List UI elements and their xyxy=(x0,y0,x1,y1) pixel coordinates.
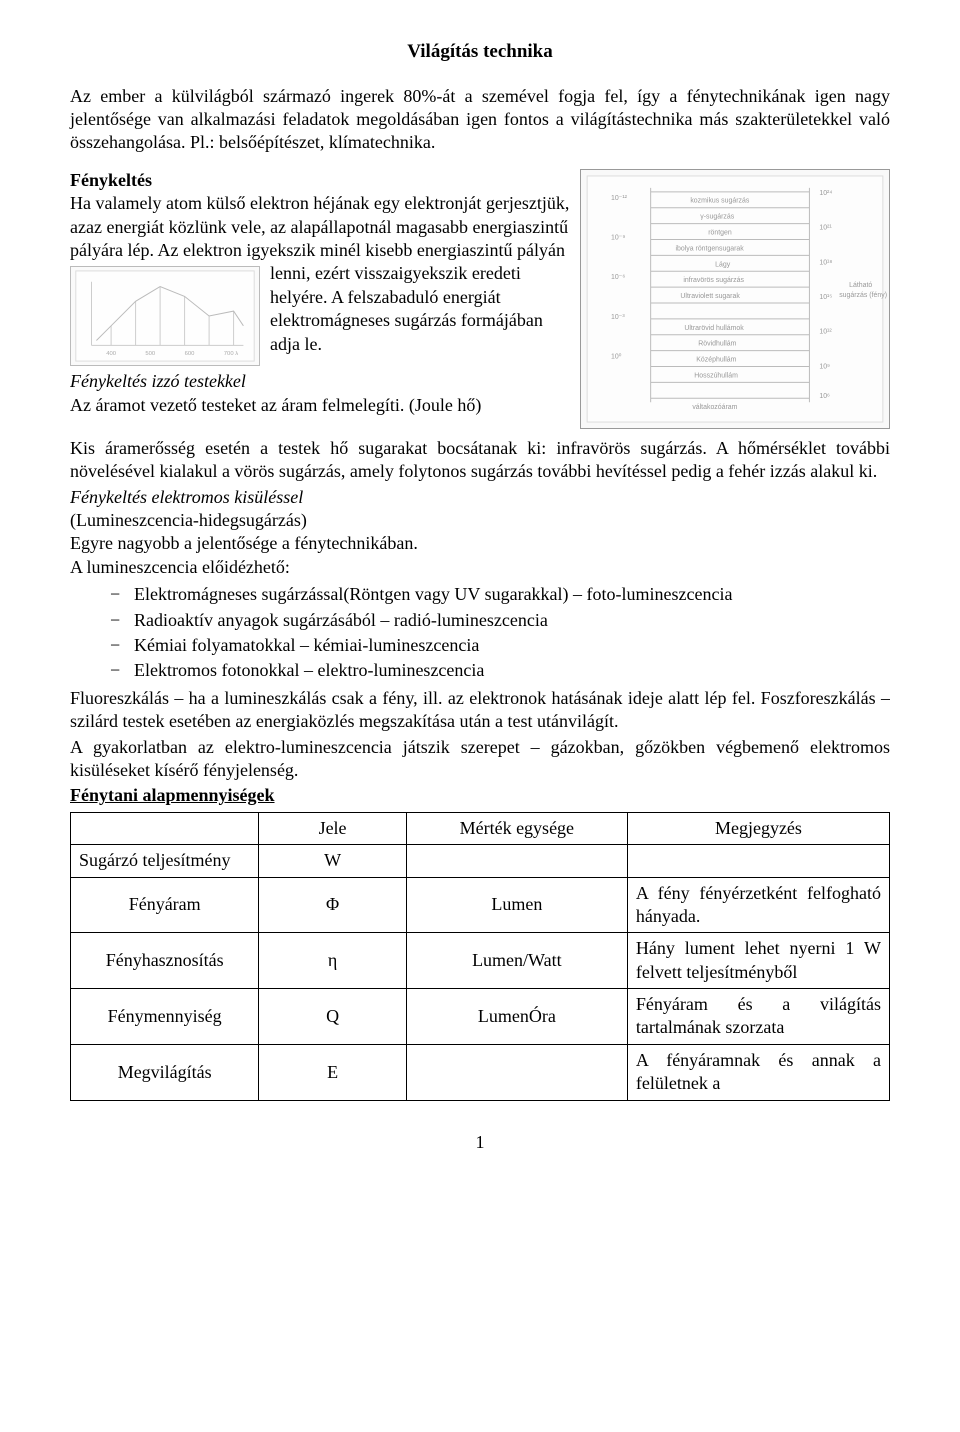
table-cell: Mérték egysége xyxy=(406,812,627,844)
list-item: Kémiai folyamatokkal – kémiai-lumineszce… xyxy=(110,634,890,657)
table-cell: Lumen/Watt xyxy=(406,933,627,989)
svg-text:700 λ: 700 λ xyxy=(224,352,238,358)
table-cell: Φ xyxy=(259,877,406,933)
svg-text:kozmikus sugárzás: kozmikus sugárzás xyxy=(690,198,750,205)
table-cell xyxy=(406,845,627,877)
table-cell: Lumen xyxy=(406,877,627,933)
svg-text:Rövidhullám: Rövidhullám xyxy=(698,340,736,347)
svg-text:10²⁴: 10²⁴ xyxy=(819,190,832,197)
table-row: Fényáram Φ Lumen A fény fényérzetként fe… xyxy=(71,877,890,933)
table-cell xyxy=(406,1044,627,1100)
table-cell: Hány lument lehet nyerni 1 W felvett tel… xyxy=(627,933,889,989)
table-cell: LumenÓra xyxy=(406,989,627,1045)
table-cell: Sugárzó teljesítmény xyxy=(71,845,259,877)
table-cell: η xyxy=(259,933,406,989)
svg-text:Lágy: Lágy xyxy=(715,261,731,268)
svg-text:sugárzás (fény): sugárzás (fény) xyxy=(839,292,887,299)
table-cell: Megjegyzés xyxy=(627,812,889,844)
svg-text:10⁻⁶: 10⁻⁶ xyxy=(611,274,625,281)
table-cell: Fényáram xyxy=(71,877,259,933)
svg-text:10⁰: 10⁰ xyxy=(611,352,622,360)
svg-text:Hosszúhullám: Hosszúhullám xyxy=(694,372,738,379)
table-cell: A fény fényérzetként felfogható hányada. xyxy=(627,877,889,933)
table-cell: A fényáramnak és annak a felületnek a xyxy=(627,1044,889,1100)
svg-text:10⁹: 10⁹ xyxy=(819,363,830,370)
svg-text:400: 400 xyxy=(106,352,117,358)
page-number: 1 xyxy=(70,1131,890,1154)
intro-paragraph: Az ember a külvilágból származó ingerek … xyxy=(70,85,890,155)
svg-text:Látható: Látható xyxy=(849,282,872,289)
list-item: Elektromos fotonokkal – elektro-luminesz… xyxy=(110,659,890,682)
quantities-table: Jele Mérték egysége Megjegyzés Sugárzó t… xyxy=(70,812,890,1101)
list-item: Radioaktív anyagok sugárzásából – radió-… xyxy=(110,609,890,632)
em-spectrum-diagram: 10⁻¹² 10⁻⁹ 10⁻⁶ 10⁻³ 10⁰ 10²⁴ 10²¹ 10¹⁸ … xyxy=(580,169,890,429)
svg-text:Középhullám: Középhullám xyxy=(696,356,736,363)
table-row: Fényhasznosítás η Lumen/Watt Hány lument… xyxy=(71,933,890,989)
svg-text:Ultrarövid hullámok: Ultrarövid hullámok xyxy=(684,325,744,332)
jelentoseg-text: Egyre nagyobb a jelentősége a fénytechni… xyxy=(70,532,890,555)
table-cell xyxy=(71,812,259,844)
table-cell: Fényáram és a világítás tartalmának szor… xyxy=(627,989,889,1045)
svg-text:10⁻³: 10⁻³ xyxy=(611,314,625,321)
spectral-curve-diagram: 400 500 600 700 λ xyxy=(70,266,260,366)
table-cell: Q xyxy=(259,989,406,1045)
list-item: Elektromágneses sugárzással(Röntgen vagy… xyxy=(110,583,890,606)
svg-text:600: 600 xyxy=(185,352,196,358)
svg-text:ibolya röntgensugarak: ibolya röntgensugarak xyxy=(675,245,744,252)
svg-text:γ-sugárzás: γ-sugárzás xyxy=(700,213,734,220)
svg-text:10⁻¹²: 10⁻¹² xyxy=(611,195,628,202)
lumineszcencia-paren: (Lumineszcencia-hidegsugárzás) xyxy=(70,509,890,532)
eloidezhet-text: A lumineszcencia előidézhető: xyxy=(70,556,890,579)
alapmennyisegek-heading: Fénytani alapmennyiségek xyxy=(70,784,890,807)
svg-text:10¹⁵: 10¹⁵ xyxy=(819,294,832,301)
svg-text:10⁻⁹: 10⁻⁹ xyxy=(611,234,625,241)
svg-text:Ultraviolett sugarak: Ultraviolett sugarak xyxy=(680,293,740,300)
svg-text:10⁶: 10⁶ xyxy=(819,393,830,400)
table-cell: E xyxy=(259,1044,406,1100)
table-cell xyxy=(627,845,889,877)
svg-text:röntgen: röntgen xyxy=(708,229,732,236)
fluoresz-text: Fluoreszkálás – ha a lumineszkálás csak … xyxy=(70,687,890,734)
infra-text: Kis áramerősség esetén a testek hő sugar… xyxy=(70,437,890,484)
page-title: Világítás technika xyxy=(70,40,890,65)
svg-text:10¹²: 10¹² xyxy=(819,329,832,336)
table-row: Jele Mérték egysége Megjegyzés xyxy=(71,812,890,844)
fenykeltes-section: 10⁻¹² 10⁻⁹ 10⁻⁶ 10⁻³ 10⁰ 10²⁴ 10²¹ 10¹⁸ … xyxy=(70,169,890,1101)
kisules-heading: Fénykeltés elektromos kisüléssel xyxy=(70,486,890,509)
svg-text:10¹⁸: 10¹⁸ xyxy=(819,259,832,266)
table-cell: Fénymennyiség xyxy=(71,989,259,1045)
gyakorlat-text: A gyakorlatban az elektro-lumineszcencia… xyxy=(70,736,890,783)
svg-text:infravörös sugárzás: infravörös sugárzás xyxy=(683,277,744,284)
table-row: Sugárzó teljesítmény W xyxy=(71,845,890,877)
table-cell: Jele xyxy=(259,812,406,844)
luminescence-list: Elektromágneses sugárzással(Röntgen vagy… xyxy=(110,583,890,683)
svg-text:váltakozóáram: váltakozóáram xyxy=(692,404,737,411)
table-row: Fénymennyiség Q LumenÓra Fényáram és a v… xyxy=(71,989,890,1045)
table-row: Megvilágítás E A fényáramnak és annak a … xyxy=(71,1044,890,1100)
table-cell: W xyxy=(259,845,406,877)
table-cell: Megvilágítás xyxy=(71,1044,259,1100)
table-cell: Fényhasznosítás xyxy=(71,933,259,989)
svg-text:500: 500 xyxy=(145,352,156,358)
svg-text:10²¹: 10²¹ xyxy=(819,224,832,231)
